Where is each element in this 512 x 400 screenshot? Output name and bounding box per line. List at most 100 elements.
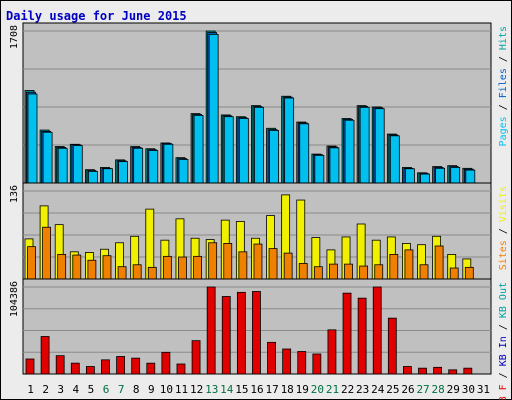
bar-pages-day-7 <box>118 161 128 184</box>
bar-kb-f-day-29 <box>448 369 458 375</box>
bar-kb-f-day-7 <box>116 356 125 375</box>
x-tick-label: 15 <box>235 383 248 396</box>
x-tick-label: 4 <box>73 383 80 396</box>
bar-pages-day-16 <box>254 106 264 184</box>
legend-entry: KB In <box>498 336 509 366</box>
bar-sites-day-1 <box>27 246 36 280</box>
x-tick-label: 23 <box>356 383 369 396</box>
x-tick-label: 26 <box>401 383 414 396</box>
legend-entry: / <box>498 318 509 336</box>
bar-kb-f-day-20 <box>312 353 322 375</box>
x-tick-label: 6 <box>103 383 110 396</box>
bar-kb-f-day-11 <box>176 363 186 375</box>
bar-pages-day-25 <box>389 135 400 184</box>
bar-sites-day-11 <box>178 256 187 280</box>
bar-sites-day-26 <box>404 249 414 280</box>
bar-kb-f-day-6 <box>101 359 110 375</box>
bar-kb-f-day-23 <box>357 297 367 375</box>
legend-entry: / <box>498 366 509 384</box>
bar-pages-day-22 <box>344 119 355 184</box>
x-tick-label: 18 <box>281 383 294 396</box>
legend-entry: Files <box>498 68 509 98</box>
x-tick-label: 30 <box>462 383 475 396</box>
x-tick-label: 2 <box>42 383 49 396</box>
x-tick-label: 13 <box>205 383 218 396</box>
x-tick-label: 8 <box>133 383 140 396</box>
legend-entry: / <box>498 98 509 116</box>
bar-pages-day-28 <box>435 167 446 184</box>
x-tick-label: 14 <box>220 383 234 396</box>
bar-pages-day-30 <box>465 169 476 184</box>
x-tick-label: 12 <box>190 383 203 396</box>
legend-entry: / <box>498 50 509 68</box>
x-tick-label: 20 <box>311 383 324 396</box>
bar-sites-day-9 <box>147 266 157 280</box>
bar-pages-day-12 <box>193 114 204 184</box>
bar-kb-f-day-3 <box>55 355 65 375</box>
bar-sites-day-21 <box>329 263 338 280</box>
x-tick-label: 1 <box>27 383 34 396</box>
bar-kb-f-day-24 <box>372 286 382 375</box>
chart-panel-2: 136 Sites / Visits <box>9 182 509 280</box>
x-tick-label: 7 <box>118 383 125 396</box>
x-tick-label: 3 <box>57 383 64 396</box>
x-tick-label: 17 <box>265 383 278 396</box>
bar-sites-day-18 <box>283 252 293 280</box>
bar-kb-f-day-2 <box>40 336 50 375</box>
y-max-label: 136 <box>9 185 20 203</box>
bar-pages-day-14 <box>223 116 234 184</box>
bar-sites-day-6 <box>102 255 112 280</box>
x-tick-label: 21 <box>326 383 339 396</box>
panel-legend: KB F / KB In / KB Out <box>498 282 509 400</box>
bar-sites-day-30 <box>464 266 474 280</box>
bar-pages-day-1 <box>27 93 38 184</box>
x-tick-label: 29 <box>447 383 460 396</box>
panel-legend: Sites / Visits <box>498 186 509 270</box>
bar-pages-day-9 <box>148 150 159 184</box>
bar-pages-day-18 <box>284 97 295 184</box>
bar-pages-day-6 <box>103 168 113 184</box>
bar-kb-f-day-12 <box>191 340 201 375</box>
bar-sites-day-2 <box>42 226 51 280</box>
bar-sites-day-10 <box>162 255 172 280</box>
bar-kb-f-day-30 <box>463 367 473 375</box>
bar-pages-day-15 <box>238 118 249 184</box>
bar-sites-day-12 <box>193 255 202 280</box>
legend-entry: Pages <box>498 116 509 146</box>
bar-kb-f-day-13 <box>206 286 216 375</box>
x-tick-label: 27 <box>416 383 429 396</box>
bar-pages-day-2 <box>42 131 53 184</box>
bar-pages-day-5 <box>87 171 98 184</box>
bar-kb-f-day-27 <box>418 367 427 375</box>
bar-kb-f-day-8 <box>131 357 141 375</box>
x-tick-label: 9 <box>148 383 155 396</box>
chart-panel-3: 10 43 8 6 KB F / KB In / KB Out <box>9 278 509 400</box>
bar-kb-f-day-26 <box>403 366 412 375</box>
legend-entry: KB Out <box>498 282 509 318</box>
legend-entry: Hits <box>498 26 509 50</box>
bar-sites-day-5 <box>87 259 97 280</box>
bar-kb-f-day-25 <box>387 317 397 375</box>
x-tick-label: 22 <box>341 383 354 396</box>
bar-pages-day-20 <box>314 155 325 184</box>
bar-pages-day-19 <box>299 123 310 184</box>
bar-pages-day-4 <box>72 145 83 184</box>
bar-kb-f-day-14 <box>221 296 231 375</box>
legend-entry: Visits <box>498 186 509 222</box>
bar-pages-day-24 <box>374 108 385 184</box>
bar-sites-day-14 <box>223 243 233 280</box>
x-tick-label: 16 <box>250 383 263 396</box>
x-tick-label: 11 <box>175 383 188 396</box>
bar-sites-day-28 <box>434 245 444 280</box>
x-tick-label: 28 <box>432 383 445 396</box>
bar-pages-day-13 <box>208 33 219 184</box>
bar-pages-day-27 <box>420 173 430 184</box>
bar-sites-day-13 <box>208 242 218 280</box>
bar-pages-day-17 <box>269 130 279 184</box>
x-tick-label: 10 <box>160 383 173 396</box>
bar-kb-f-day-16 <box>252 291 261 375</box>
bar-sites-day-4 <box>72 254 82 280</box>
chart-title: Daily usage for June 2015 <box>6 9 187 23</box>
